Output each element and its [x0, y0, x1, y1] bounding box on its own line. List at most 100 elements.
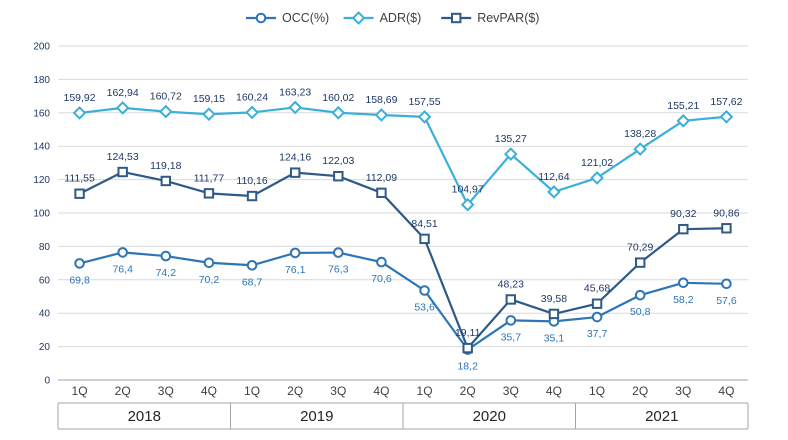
legend-label: OCC(%) — [282, 11, 329, 25]
data-point-marker — [331, 105, 346, 120]
data-point-marker — [451, 12, 462, 24]
data-label: 35,1 — [544, 332, 565, 344]
data-label: 160,72 — [150, 91, 182, 103]
data-point-marker — [333, 247, 344, 258]
data-label: 112,64 — [538, 171, 569, 183]
data-label: 112,09 — [366, 172, 397, 184]
x-tick-label: 3Q — [158, 384, 174, 398]
data-point-marker — [158, 104, 173, 119]
data-point-marker — [115, 101, 130, 115]
data-label: 76,3 — [328, 264, 349, 276]
data-label: 157,62 — [710, 96, 742, 108]
x-tick-label: 1Q — [589, 384, 605, 398]
data-point-marker — [721, 223, 732, 234]
data-point-marker — [351, 11, 366, 25]
data-labels-revpar: 111,55 124,53 119,18 111,77 110,16 124,16 122,… — [64, 151, 739, 339]
data-label: 157,55 — [409, 96, 441, 108]
data-point-marker — [548, 308, 560, 320]
data-labels-occ: 69,8 76,4 74,2 70,2 68,7 76,1 76,3 70,6 53,6 18,2… — [69, 263, 736, 372]
y-tick-label: 140 — [33, 142, 50, 153]
data-point-marker — [591, 298, 603, 309]
data-label: 58,2 — [673, 294, 694, 306]
data-label: 124,53 — [107, 151, 139, 163]
data-point-marker — [547, 185, 561, 199]
data-label: 48,23 — [498, 278, 524, 290]
data-point-marker — [505, 315, 517, 326]
data-point-marker — [288, 100, 303, 115]
data-point-marker — [419, 285, 430, 296]
legend-label: ADR($) — [380, 11, 422, 25]
legend-item-adr: ADR($) — [343, 11, 422, 25]
data-label: 37,7 — [587, 328, 608, 340]
data-point-marker — [376, 256, 387, 268]
data-label: 53,6 — [414, 301, 435, 313]
data-label: 111,55 — [64, 173, 95, 185]
data-point-marker — [202, 107, 216, 122]
data-point-marker — [246, 259, 258, 271]
data-point-marker — [676, 113, 691, 128]
x-tick-label: 3Q — [503, 384, 519, 398]
data-label: 76,1 — [285, 264, 306, 276]
data-label: 57,6 — [716, 295, 737, 307]
data-label: 69,8 — [69, 274, 90, 286]
year-label: 2020 — [473, 408, 506, 425]
data-point-marker — [633, 142, 648, 156]
data-point-marker — [246, 190, 258, 202]
data-label: 104,97 — [452, 184, 484, 196]
gridlines — [58, 45, 748, 381]
data-label: 76,4 — [112, 263, 133, 275]
x-tick-label: 1Q — [72, 384, 88, 398]
data-point-marker — [719, 109, 734, 124]
year-band: 2018 2019 2020 2021 — [57, 402, 749, 430]
y-tick-label: 180 — [33, 75, 50, 86]
y-tick-label: 160 — [33, 108, 50, 119]
data-point-marker — [74, 188, 85, 199]
year-label: 2019 — [300, 408, 333, 425]
data-point-marker — [117, 247, 128, 258]
series-line — [79, 106, 727, 206]
data-point-marker — [590, 171, 604, 185]
legend-item-revpar: RevPAR($) — [441, 11, 539, 25]
data-point-marker — [203, 257, 215, 269]
data-labels-adr: 159,92 162,94 160,72 159,15 160,24 163,23 160,… — [64, 86, 743, 195]
data-label: 160,02 — [322, 92, 354, 104]
data-label: 159,92 — [64, 92, 96, 104]
data-label: 70,2 — [199, 274, 220, 286]
data-label: 18,2 — [457, 361, 478, 373]
data-point-marker — [505, 294, 517, 305]
legend-item-occ: OCC(%) — [246, 11, 329, 25]
data-point-marker — [721, 278, 732, 290]
x-tick-label: 2Q — [115, 384, 131, 398]
data-label: 138,28 — [624, 128, 656, 140]
data-point-marker — [591, 311, 603, 323]
x-tick-label: 3Q — [330, 384, 346, 398]
data-point-marker — [255, 12, 267, 24]
data-point-marker — [462, 342, 473, 354]
x-tick-label: 4Q — [718, 384, 734, 398]
x-tick-label: 2Q — [460, 384, 476, 398]
data-label: 50,8 — [630, 306, 651, 318]
data-point-marker — [117, 166, 128, 178]
data-label: 70,29 — [627, 242, 653, 254]
data-label: 110,16 — [236, 175, 267, 187]
data-point-marker — [634, 289, 646, 301]
year-label: 2018 — [128, 408, 161, 425]
data-label: 160,24 — [236, 91, 268, 103]
data-label: 90,86 — [713, 207, 739, 219]
data-point-marker — [460, 197, 475, 212]
y-tick-label: 40 — [39, 309, 51, 320]
data-label: 90,32 — [670, 208, 696, 220]
x-tick-label: 4Q — [201, 384, 217, 398]
data-label: 68,7 — [242, 276, 263, 288]
data-label: 162,94 — [107, 87, 139, 99]
x-tick-label: 1Q — [417, 384, 433, 398]
x-tick-label: 3Q — [675, 384, 691, 398]
data-point-marker — [72, 106, 87, 120]
y-tick-label: 200 — [33, 42, 50, 53]
y-tick-label: 100 — [33, 209, 50, 220]
data-label: 111,77 — [194, 172, 225, 184]
data-label: 135,27 — [495, 133, 527, 145]
data-label: 159,15 — [193, 93, 225, 105]
